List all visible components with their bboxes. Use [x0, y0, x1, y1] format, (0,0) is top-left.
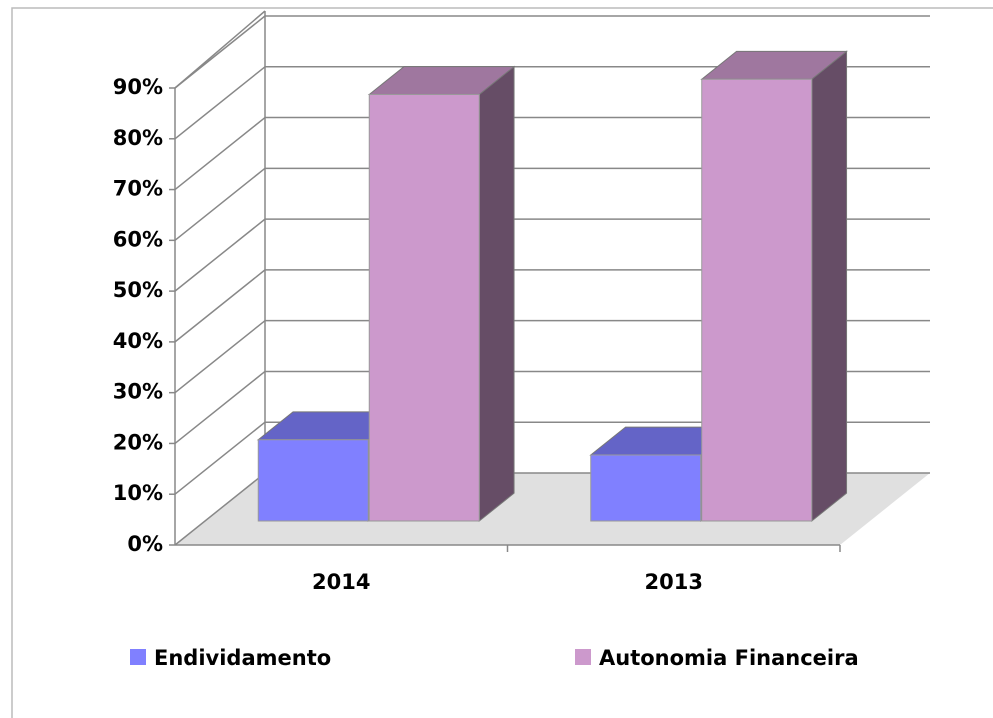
- x-tick-label: 2014: [312, 570, 370, 594]
- grid-line: [174, 218, 266, 292]
- legend-swatch: [130, 649, 146, 665]
- y-tick-label: 40%: [113, 329, 163, 353]
- bar: [257, 439, 369, 522]
- grid-line: [174, 269, 266, 343]
- bar-side: [811, 50, 848, 523]
- y-tick-label: 90%: [113, 75, 163, 99]
- grid-line: [174, 66, 266, 140]
- x-tick-label: 2013: [645, 570, 703, 594]
- legend-swatch: [575, 649, 591, 665]
- bar: [701, 78, 813, 522]
- grid-line: [174, 167, 266, 241]
- y-tick-label: 80%: [113, 126, 163, 150]
- grid-line: [174, 116, 266, 191]
- bar: [590, 454, 702, 522]
- y-tick-label: 50%: [113, 278, 163, 302]
- y-tick-label: 70%: [113, 177, 163, 201]
- grid-line: [174, 421, 266, 495]
- legend-label: Autonomia Financeira: [599, 646, 859, 670]
- grid-line: [174, 472, 266, 546]
- grid-line: [174, 370, 266, 445]
- bar-side: [478, 65, 515, 523]
- y-tick-label: 0%: [127, 532, 163, 556]
- bar: [368, 93, 480, 522]
- y-tick-label: 20%: [113, 430, 163, 454]
- y-tick-label: 60%: [113, 227, 163, 251]
- y-tick-label: 30%: [113, 380, 163, 404]
- grid-line: [174, 320, 266, 394]
- grid-line: [174, 15, 266, 89]
- y-tick-label: 10%: [113, 481, 163, 505]
- legend-label: Endividamento: [154, 646, 331, 670]
